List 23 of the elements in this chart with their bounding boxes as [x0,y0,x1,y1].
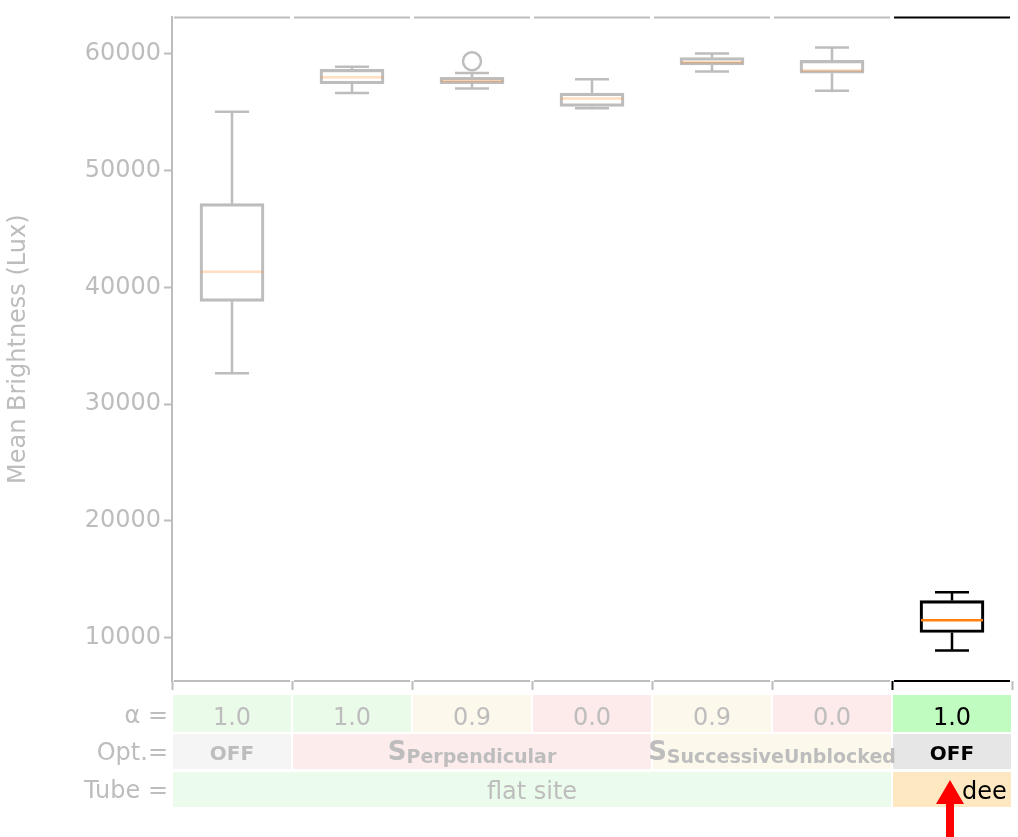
y-tick-label: 20000 [84,505,161,534]
text: dee [962,777,1007,805]
y-tick-label: 60000 [84,37,161,66]
y-axis-title: Mean Brightness (Lux) [2,214,31,484]
x-tick-label: 0.0 [812,702,852,731]
y-tick-label: 50000 [84,154,161,183]
text: α = [124,701,168,729]
text: flat site [486,777,578,805]
text: SSuccessiveUnblocked [648,736,896,768]
text: Tube = [83,776,168,804]
x-tick-label: 1.0 [212,702,252,731]
x-tick-label: 1.0 [332,702,372,731]
text: OFF [929,741,975,765]
text: SPerpendicular [387,736,557,768]
x-tick-label: 1.0 [932,702,972,731]
text: OFF [209,741,255,765]
x-tick-label: 0.9 [692,702,732,731]
y-tick-label: 30000 [84,388,161,417]
y-tick-label: 10000 [84,622,161,651]
x-tick-label: 0.9 [452,702,492,731]
x-tick-label: 0.0 [572,702,612,731]
text: Opt.= [96,738,169,766]
y-tick-label: 40000 [84,271,161,300]
